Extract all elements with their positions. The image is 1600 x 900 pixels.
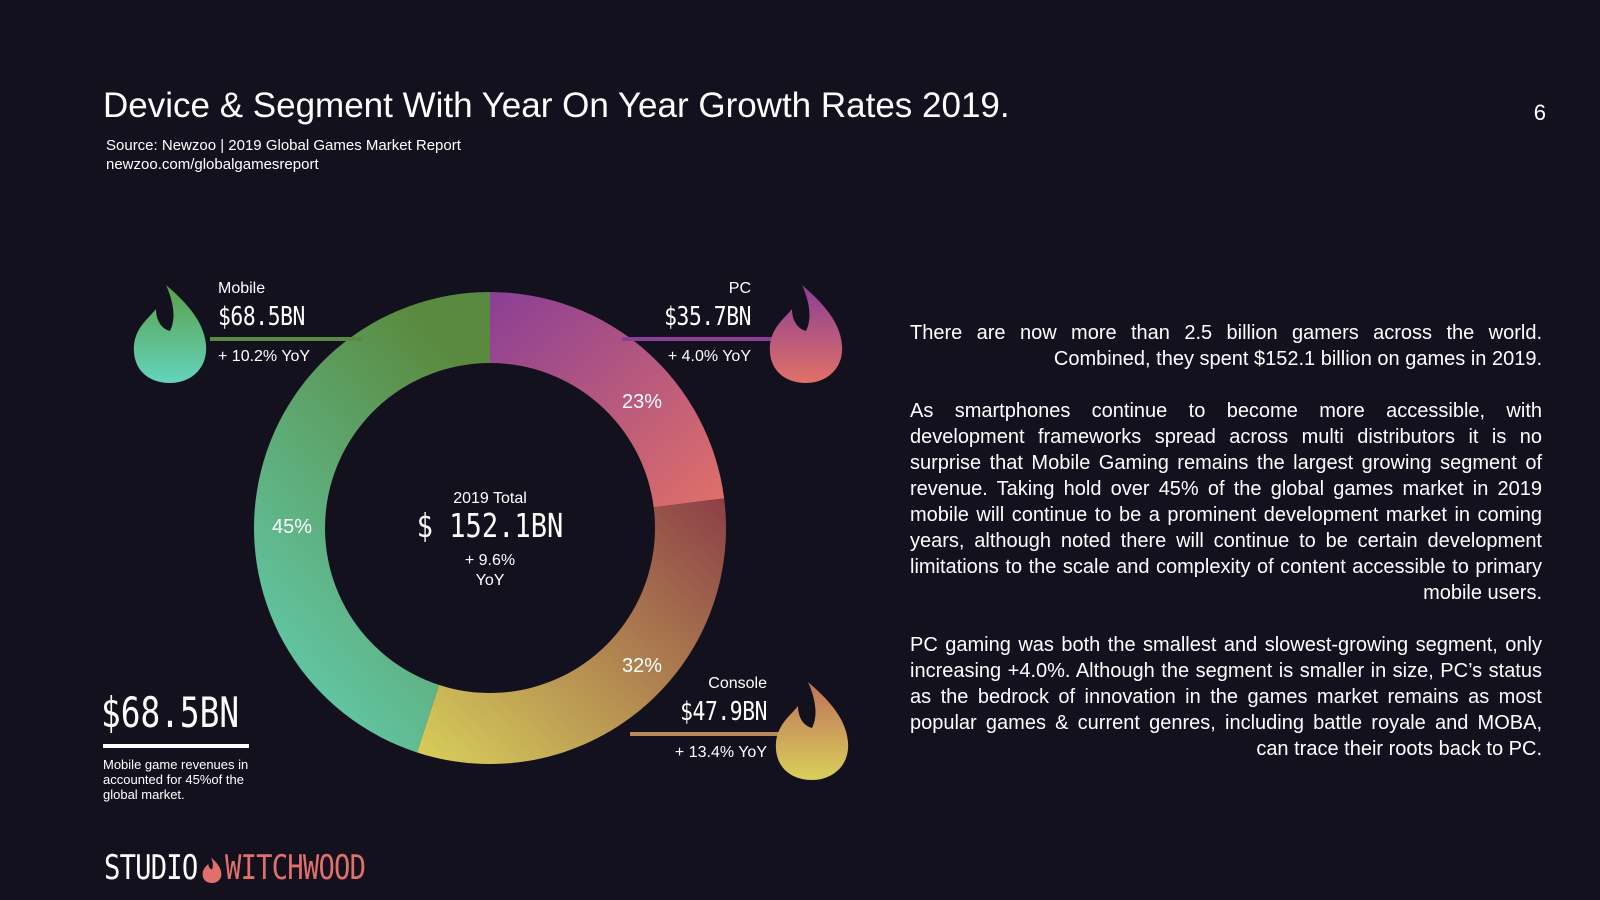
donut-slices xyxy=(253,292,727,764)
total-growth: + 9.6% xyxy=(464,552,516,569)
pc-slice xyxy=(490,292,725,508)
callout-value: $68.5BN xyxy=(101,688,240,737)
source-line: Source: Newzoo | 2019 Global Games Marke… xyxy=(106,137,461,154)
mobile-percent-label: 45% xyxy=(271,516,313,538)
callout-underline xyxy=(103,744,249,748)
total-label: 2019 Total xyxy=(453,490,527,507)
pc-percent-label: 23% xyxy=(621,391,663,413)
console-percent-label: 32% xyxy=(621,655,663,677)
source-url: newzoo.com/globalgamesreport xyxy=(106,156,319,173)
console-segment-growth: + 13.4% YoY xyxy=(674,744,767,761)
page-number: 6 xyxy=(1533,100,1546,125)
body-text: There are now more than 2.5 billion game… xyxy=(910,320,1542,788)
mobile-segment-value: $68.5BN xyxy=(218,302,305,332)
flame-icon xyxy=(202,857,222,883)
page-title: Device & Segment With Year On Year Growt… xyxy=(103,86,1010,125)
total-growth-unit: YoY xyxy=(475,572,505,589)
logo-witchwood-text: WITCHWOOD xyxy=(224,848,366,888)
body-paragraph: There are now more than 2.5 billion game… xyxy=(910,322,1542,370)
flame-icon xyxy=(769,285,843,383)
flame-icon xyxy=(775,682,849,780)
total-value: $ 152.1BN xyxy=(416,506,564,545)
mobile-segment-growth: + 10.2% YoY xyxy=(218,348,311,365)
console-slice xyxy=(417,498,727,764)
pc-segment-name: PC xyxy=(728,280,751,297)
logo-studio-text: STUDIO xyxy=(104,848,198,888)
pc-segment-value: $35.7BN xyxy=(664,302,751,332)
body-paragraph: PC gaming was both the smallest and slow… xyxy=(910,634,1542,760)
body-paragraph: As smartphones continue to become more a… xyxy=(910,400,1542,604)
studio-logo: STUDIO WITCHWOOD xyxy=(104,848,400,888)
pc-segment-growth: + 4.0% YoY xyxy=(667,348,751,365)
mobile-slice xyxy=(253,292,490,753)
flame-icon xyxy=(133,285,207,383)
callout-caption: Mobile game revenues in accounted for 45… xyxy=(103,757,249,802)
console-segment-name: Console xyxy=(708,675,767,692)
mobile-segment-name: Mobile xyxy=(218,280,266,297)
console-segment-value: $47.9BN xyxy=(680,697,767,727)
